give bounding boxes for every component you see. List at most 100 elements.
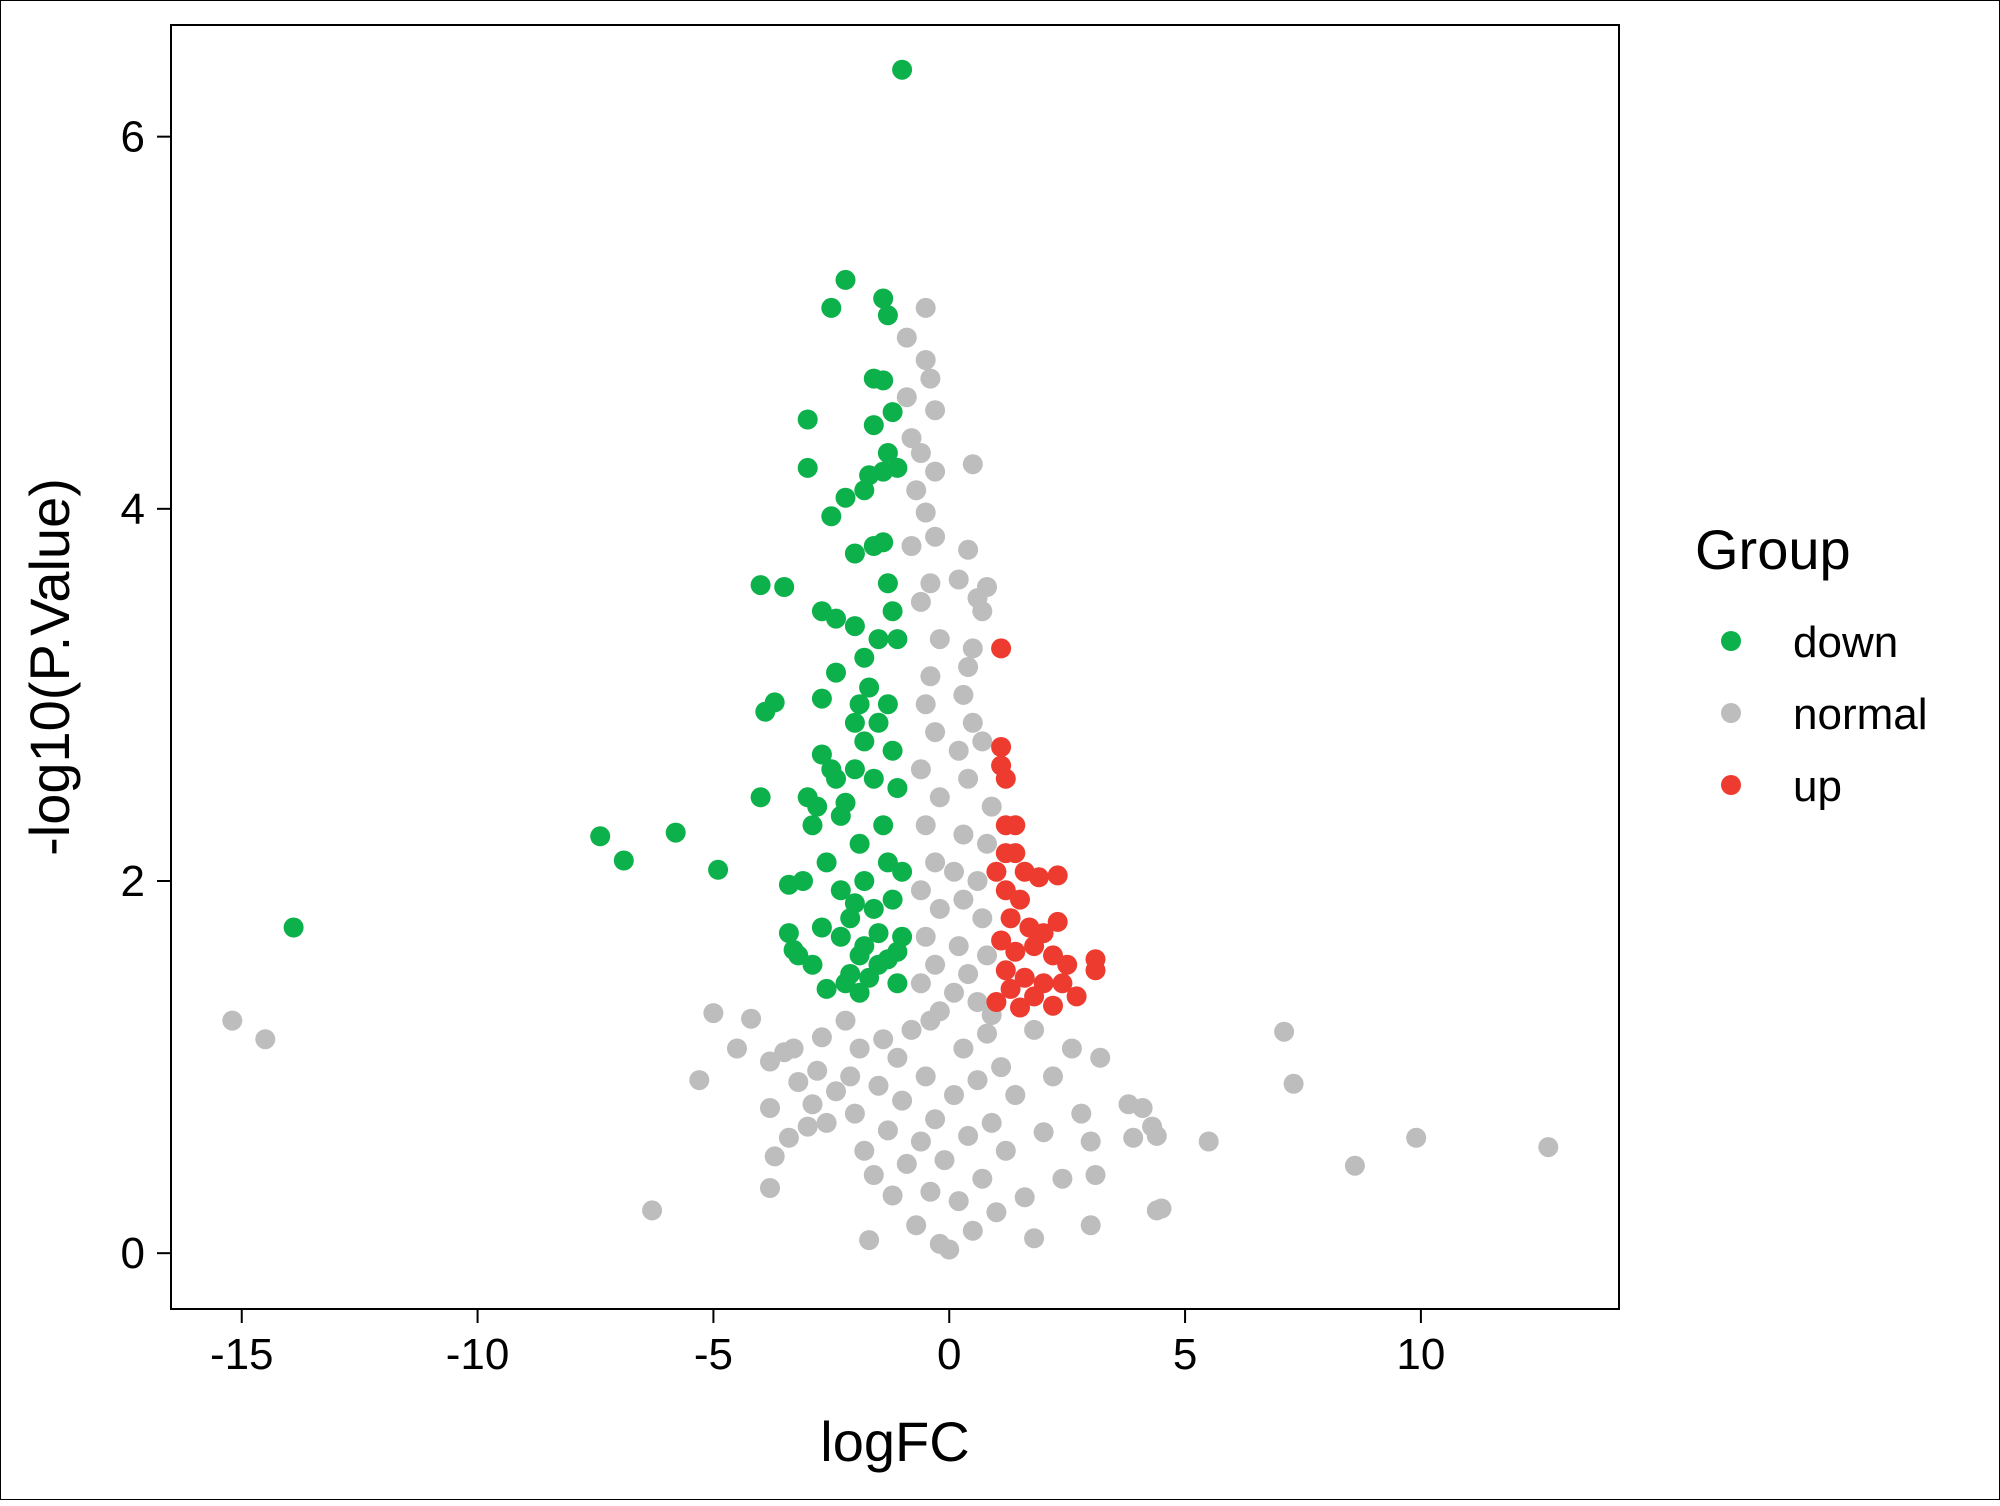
point-down <box>882 740 903 761</box>
point-down <box>873 815 894 836</box>
point-normal <box>948 936 969 957</box>
point-normal <box>958 768 979 789</box>
point-normal <box>1071 1103 1092 1124</box>
point-down <box>835 487 856 508</box>
point-normal <box>925 526 946 547</box>
point-normal <box>925 954 946 975</box>
point-normal <box>901 428 922 449</box>
point-down <box>778 923 799 944</box>
point-up <box>1043 945 1063 966</box>
point-down <box>844 893 865 914</box>
point-normal <box>1014 1187 1035 1208</box>
x-tick-label: 5 <box>1173 1330 1197 1379</box>
point-normal <box>1033 1122 1054 1143</box>
point-down <box>877 694 898 715</box>
point-down <box>750 787 771 808</box>
point-normal <box>807 1060 828 1081</box>
point-normal <box>1052 1168 1073 1189</box>
point-down <box>873 370 894 391</box>
point-normal <box>802 1094 823 1115</box>
point-normal <box>981 1112 1002 1133</box>
point-normal <box>1080 1215 1101 1236</box>
point-down <box>811 688 832 709</box>
point-normal <box>962 712 983 733</box>
point-up <box>991 737 1012 757</box>
point-down <box>750 575 771 596</box>
point-down <box>802 954 823 975</box>
point-down <box>774 577 795 597</box>
point-down <box>821 297 842 318</box>
point-down <box>835 269 856 290</box>
x-axis: -15 -10 -5 0 5 10 <box>210 1309 1445 1379</box>
point-up <box>1024 936 1045 957</box>
point-normal <box>1283 1073 1304 1094</box>
point-up <box>991 638 1012 659</box>
point-down <box>892 861 913 882</box>
point-down <box>873 532 894 553</box>
x-tick-label: 0 <box>937 1330 961 1379</box>
x-axis-title: logFC <box>820 1410 969 1473</box>
point-normal <box>783 1038 804 1059</box>
point-normal <box>948 740 969 761</box>
point-normal <box>896 327 917 348</box>
point-normal <box>944 982 964 1003</box>
point-up <box>1005 815 1026 836</box>
point-normal <box>760 1098 780 1118</box>
point-down <box>816 978 837 999</box>
point-normal <box>925 461 946 482</box>
point-down <box>788 945 809 966</box>
point-down <box>835 792 856 813</box>
legend-label-down: down <box>1793 618 1898 667</box>
point-normal <box>953 684 974 705</box>
point-normal <box>929 787 950 808</box>
points-layer <box>222 59 1559 1260</box>
point-down <box>844 712 865 733</box>
point-normal <box>915 926 936 947</box>
point-normal <box>910 759 931 780</box>
point-normal <box>958 964 979 984</box>
point-normal <box>929 629 950 650</box>
point-normal <box>1132 1098 1153 1118</box>
point-normal <box>849 1038 870 1059</box>
point-normal <box>948 1191 969 1212</box>
point-normal <box>967 1070 988 1091</box>
point-normal <box>925 722 946 743</box>
point-normal <box>840 1066 861 1087</box>
point-normal <box>953 889 974 910</box>
point-normal <box>967 992 988 1012</box>
y-tick-label: 6 <box>121 113 145 162</box>
point-down <box>764 692 785 713</box>
point-normal <box>915 1066 936 1087</box>
point-down <box>868 712 889 733</box>
point-down <box>863 898 884 919</box>
point-normal <box>760 1178 780 1198</box>
point-normal <box>929 898 950 919</box>
point-normal <box>910 1131 931 1152</box>
point-up <box>1066 986 1087 1007</box>
point-normal <box>1123 1127 1144 1148</box>
point-normal <box>991 1057 1012 1078</box>
x-tick-label: -5 <box>694 1330 733 1379</box>
legend-title: Group <box>1695 518 1851 581</box>
point-normal <box>920 1010 941 1031</box>
point-up <box>1014 967 1035 988</box>
point-down <box>887 973 908 994</box>
point-down <box>835 973 856 994</box>
point-normal <box>778 1127 799 1148</box>
point-up <box>1024 986 1045 1007</box>
point-normal <box>859 1230 880 1251</box>
point-normal <box>995 1140 1016 1161</box>
point-up <box>995 960 1016 981</box>
point-down <box>854 871 875 891</box>
point-down <box>887 457 908 478</box>
point-down <box>877 573 898 594</box>
point-normal <box>920 1181 941 1202</box>
point-up <box>1005 843 1026 864</box>
point-normal <box>962 454 983 475</box>
point-normal <box>972 1168 993 1189</box>
point-down <box>708 859 729 880</box>
point-down <box>613 850 634 871</box>
point-down <box>811 917 832 938</box>
point-normal <box>896 1153 917 1174</box>
point-down <box>849 945 870 966</box>
